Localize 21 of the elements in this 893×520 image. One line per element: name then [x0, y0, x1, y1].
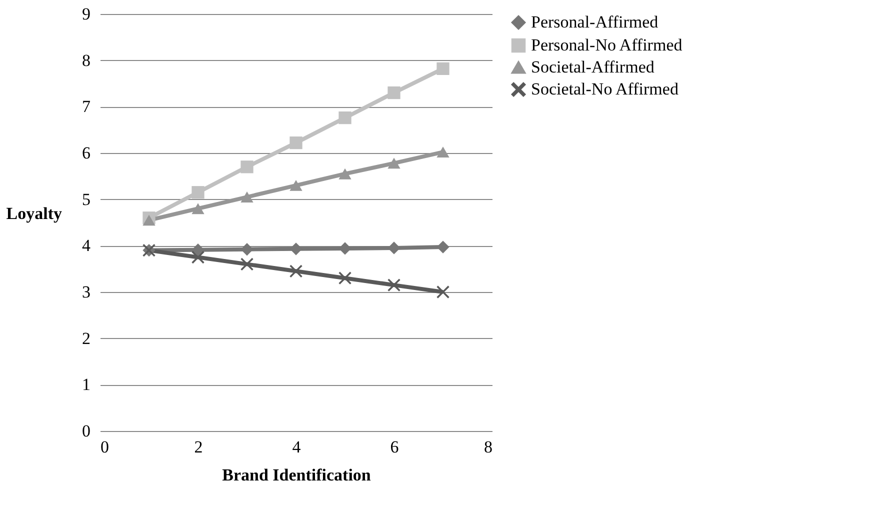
legend-label: Personal-Affirmed: [531, 12, 659, 32]
y-axis-title: Loyalty: [6, 204, 62, 223]
y-tick-label: 7: [82, 97, 91, 116]
y-tick-label: 3: [82, 282, 90, 302]
x-tick-label: 2: [194, 438, 203, 456]
y-tick-label: 9: [82, 4, 90, 24]
x-tick-label: 4: [292, 438, 302, 456]
legend-label: Societal-No Affirmed: [531, 80, 679, 98]
x-axis-title: Brand Identification: [222, 466, 372, 484]
y-tick-label: 5: [82, 190, 90, 209]
x-tick-label: 6: [390, 438, 399, 456]
legend-label: Personal-No Affirmed: [531, 36, 683, 54]
y-tick-label: 1: [82, 375, 90, 394]
y-tick-label: 6: [82, 144, 90, 162]
y-tick-label: 0: [82, 422, 90, 440]
x-tick-label: 0: [100, 438, 109, 456]
legend-label: Societal-Affirmed: [531, 58, 655, 76]
y-tick-label: 2: [82, 328, 90, 348]
x-tick-label: 8: [484, 438, 492, 456]
y-tick-label: 4: [82, 236, 91, 256]
y-tick-label: 8: [82, 50, 90, 70]
